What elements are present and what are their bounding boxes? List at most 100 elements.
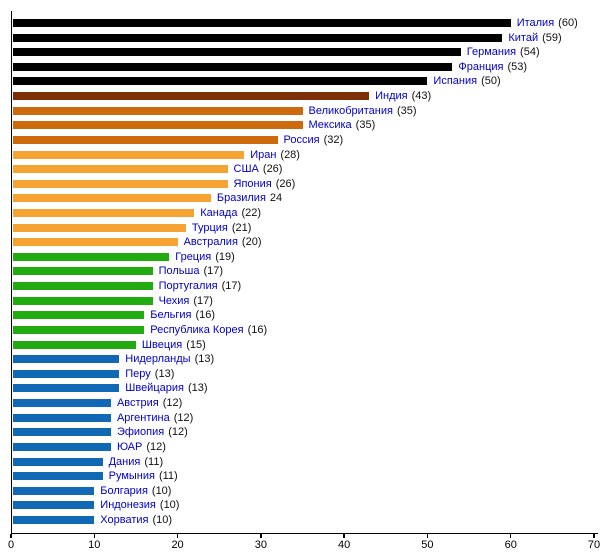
country-name: Германия [466, 46, 517, 59]
bar [12, 282, 153, 291]
bar [12, 486, 95, 495]
country-value: (17) [203, 265, 224, 278]
x-tick [10, 534, 12, 538]
country-name: Нидерланды [125, 353, 191, 366]
country-name: Греция [175, 250, 212, 263]
bar [12, 62, 453, 71]
bar-label: Бразилия 24 [217, 191, 282, 205]
country-name: Австрия [116, 397, 159, 410]
country-name: Аргентина [116, 411, 170, 424]
bar-label: ЮАР (12) [117, 440, 166, 454]
bar [12, 501, 95, 510]
country-name: Иран [250, 148, 277, 161]
bar [12, 515, 95, 524]
bar [12, 428, 111, 437]
country-value: (17) [221, 280, 242, 293]
bar [12, 413, 111, 422]
bar-label: Эфиопия (12) [117, 425, 188, 439]
country-name: Швеция [141, 338, 183, 351]
x-tick-label: 10 [88, 539, 101, 551]
country-name: Испания [433, 75, 478, 88]
bar-label: Италия (60) [517, 16, 578, 30]
country-value: (19) [215, 250, 235, 263]
x-tick-label: 20 [171, 539, 184, 551]
bar-label: Бельгия (16) [150, 308, 215, 322]
country-value: (22) [241, 207, 262, 220]
country-name: Польша [158, 265, 200, 278]
bar-label: Чехия (17) [159, 294, 213, 308]
bar-label: Португалия (17) [159, 279, 242, 293]
bar-label: Япония (26) [234, 177, 296, 191]
country-name: Турция [191, 221, 228, 234]
country-value: (32) [323, 133, 344, 146]
bar-label: Россия (32) [284, 133, 344, 147]
country-value: (13) [194, 353, 215, 366]
country-value: 24 [269, 192, 283, 205]
bar-label: Румыния (11) [109, 469, 178, 483]
bar-label: Болгария (10) [100, 484, 171, 498]
country-name: США [233, 163, 259, 176]
bar [12, 33, 503, 42]
country-name: Индия [375, 90, 408, 103]
bar [12, 252, 170, 261]
bar [12, 442, 111, 451]
country-value: (26) [262, 163, 283, 176]
bar [12, 121, 303, 130]
country-name: Румыния [108, 470, 155, 483]
x-tick [593, 534, 595, 538]
bar-label: Турция (21) [192, 221, 252, 235]
country-name: Китай [508, 31, 539, 44]
bar [12, 384, 120, 393]
bar-label: Мексика (35) [309, 118, 376, 132]
bar-label: Индонезия (10) [100, 498, 179, 512]
bar-label: Канада (22) [200, 206, 261, 220]
country-value: (16) [247, 323, 268, 336]
x-tick-label: 70 [587, 539, 600, 551]
country-value: (12) [146, 440, 166, 453]
country-name: Болгария [100, 484, 148, 497]
bar-label: Австралия (20) [184, 235, 262, 249]
bar [12, 223, 186, 232]
country-value: (17) [193, 294, 213, 307]
country-name: Австралия [183, 236, 238, 249]
country-name: Великобритания [308, 104, 393, 117]
bar-label: Китай (59) [508, 31, 561, 45]
country-value: (12) [173, 411, 194, 424]
x-tick [509, 534, 512, 538]
country-name: Канада [200, 207, 238, 220]
bar [12, 165, 228, 174]
bar-label: Иран (28) [250, 148, 300, 162]
country-name: ЮАР [116, 440, 143, 453]
x-tick [260, 534, 262, 538]
bar-label: Аргентина (12) [117, 411, 193, 425]
country-name: Швейцария [125, 382, 184, 395]
bar-label: Великобритания (35) [309, 104, 417, 118]
country-name: Чехия [158, 294, 190, 307]
bar [12, 369, 120, 378]
bar-label: Индия (43) [375, 89, 431, 103]
bar [12, 150, 245, 159]
bar-label: Дания (11) [109, 455, 164, 469]
bar [12, 19, 511, 27]
bar-label: Хорватия (10) [100, 513, 172, 527]
country-value: (12) [168, 426, 188, 439]
bar [12, 296, 153, 305]
x-tick-label: 0 [7, 539, 15, 551]
country-name: Хорватия [100, 513, 149, 526]
bar-label: Республика Корея (16) [150, 323, 267, 337]
country-value: (35) [396, 104, 417, 117]
country-value: (35) [355, 119, 376, 132]
bar-label: Германия (54) [467, 45, 540, 59]
bar [12, 92, 370, 101]
bar [12, 355, 120, 364]
country-name: Мексика [308, 119, 352, 132]
country-name: Индонезия [100, 499, 156, 512]
country-value: (28) [280, 148, 300, 161]
x-tick-label: 50 [421, 539, 434, 551]
bar [12, 106, 303, 115]
country-value: (21) [231, 221, 252, 234]
bar [12, 77, 428, 86]
x-tick [343, 534, 345, 538]
bar [12, 399, 111, 408]
